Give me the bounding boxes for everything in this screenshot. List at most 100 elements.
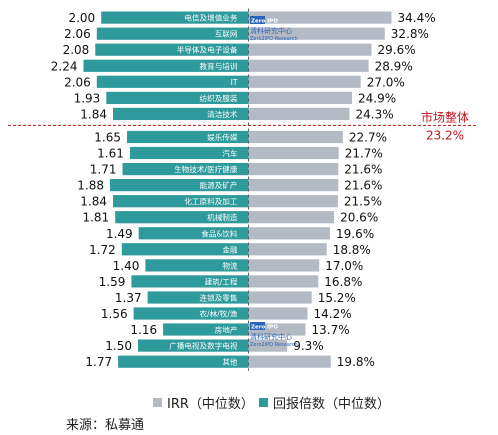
market-reference-label: 市场整体	[421, 109, 469, 124]
category-label: 纺织及服装	[200, 93, 238, 103]
irr-value-label: 22.7%	[349, 131, 387, 145]
irr-bar	[248, 195, 338, 208]
irr-value-label: 21.6%	[344, 179, 382, 193]
category-label: 半导体及电子设备	[177, 45, 238, 55]
multiple-bar	[127, 130, 249, 144]
multiple-bar	[101, 11, 249, 24]
category-label: IT	[231, 78, 238, 87]
category-label: 连锁及零售	[200, 293, 238, 303]
category-label: 食品&饮料	[201, 228, 238, 238]
multiple-bar	[83, 59, 249, 72]
category-label: 娱乐传媒	[207, 132, 238, 142]
category-label: 能源及矿产	[200, 180, 238, 190]
irr-bar	[248, 291, 312, 304]
watermark-logo-badge	[250, 322, 265, 330]
irr-value-label: 24.3%	[356, 107, 394, 121]
multiple-value-label: 1.77	[85, 355, 112, 369]
irr-bar	[248, 27, 385, 40]
watermark-logo-text: Zero IPO	[251, 19, 278, 25]
irr-bar	[248, 355, 331, 368]
multiple-value-label: 1.88	[77, 179, 104, 193]
multiple-bar	[129, 146, 249, 160]
multiple-value-label: 1.49	[106, 227, 133, 241]
irr-bar	[248, 211, 335, 224]
multiple-bar	[96, 27, 249, 40]
multiple-value-label: 1.84	[80, 195, 107, 209]
multiple-value-label: 1.81	[82, 211, 109, 225]
chart-legend: IRR（中位数） 回报倍数（中位数）	[0, 391, 498, 413]
watermark-title: 清科研究中心	[250, 332, 292, 341]
source-note: 来源：私募通	[66, 418, 145, 433]
multiple-bar	[113, 107, 249, 120]
multiple-value-label: 1.16	[130, 323, 157, 337]
legend-label-multiple: 回报倍数（中位数）	[273, 396, 391, 412]
butterfly-bar-chart: 电信及增值业务 2.00 34.4% 互联网 2.06 32.8% 半导体及电子设备 2.08…	[8, 8, 478, 371]
watermark-subtitle: Zero2IPO Research	[250, 36, 298, 42]
irr-value-label: 28.9%	[375, 59, 413, 73]
irr-value-label: 17.0%	[325, 259, 363, 273]
multiple-value-label: 2.08	[63, 43, 90, 57]
legend-item-multiple: 回报倍数（中位数）	[259, 391, 390, 413]
category-label: 广播电视及数字电视	[169, 341, 238, 351]
category-label: 其他	[222, 357, 238, 367]
category-label: 互联网	[215, 30, 238, 39]
multiple-value-label: 1.37	[115, 291, 142, 305]
irr-bar	[248, 59, 369, 72]
multiple-value-label: 2.06	[64, 27, 91, 41]
irr-value-label: 19.6%	[336, 227, 374, 241]
irr-bar	[248, 307, 308, 320]
multiple-value-label: 1.61	[97, 147, 124, 161]
watermark-title: 清科研究中心	[250, 26, 292, 35]
category-label: 金融	[222, 244, 238, 254]
watermark-subtitle: Zero2IPO Research	[250, 342, 298, 348]
multiple-bar	[106, 91, 249, 104]
multiple-bar	[113, 195, 249, 208]
irr-bar	[248, 146, 339, 160]
category-label: 物流	[222, 260, 238, 270]
multiple-bar	[96, 75, 249, 88]
multiple-bar	[95, 43, 249, 56]
legend-label-irr: IRR（中位数）	[167, 396, 254, 412]
category-label: 教育与培训	[200, 61, 238, 71]
category-label: 房地产	[215, 325, 238, 335]
multiple-bar	[163, 323, 249, 336]
legend-swatch-irr	[153, 397, 162, 407]
category-label: 化工原料及加工	[184, 196, 238, 206]
irr-bar	[248, 339, 288, 352]
multiple-bar	[118, 355, 249, 368]
multiple-value-label: 2.00	[68, 11, 95, 25]
irr-bar	[248, 107, 350, 120]
multiple-value-label: 2.24	[51, 59, 78, 73]
legend-item-irr: IRR（中位数）	[153, 391, 254, 413]
multiple-value-label: 1.65	[94, 131, 121, 145]
irr-value-label: 29.6%	[378, 43, 416, 57]
category-label: 机械制造	[207, 212, 238, 222]
irr-value-label: 34.4%	[398, 11, 436, 25]
irr-value-label: 14.2%	[314, 307, 352, 321]
multiple-bar	[138, 339, 249, 352]
irr-value-label: 21.5%	[344, 195, 382, 209]
multiple-bar	[138, 227, 249, 240]
market-reference-value: 23.2%	[426, 128, 464, 142]
multiple-bar	[147, 291, 249, 304]
category-label: 建筑/工程	[205, 276, 238, 286]
irr-bar	[248, 130, 343, 144]
irr-bar	[248, 275, 319, 288]
irr-value-label: 21.6%	[344, 163, 382, 177]
multiple-bar	[122, 163, 249, 176]
category-label: 清洁技术	[207, 109, 238, 119]
legend-swatch-multiple	[259, 397, 268, 407]
multiple-value-label: 1.40	[113, 259, 140, 273]
multiple-bar	[121, 243, 249, 256]
irr-value-label: 9.3%	[293, 339, 324, 353]
irr-bar	[248, 243, 327, 256]
multiple-bar	[115, 211, 249, 224]
irr-value-label: 20.6%	[340, 211, 378, 225]
category-label: 电信及增值业务	[184, 13, 238, 23]
category-label: 生物技术/医疗健康	[174, 164, 238, 174]
irr-value-label: 19.8%	[337, 355, 375, 369]
irr-bar	[248, 163, 339, 176]
multiple-bar	[133, 307, 249, 320]
irr-bar	[248, 227, 330, 240]
irr-bar	[248, 75, 361, 88]
